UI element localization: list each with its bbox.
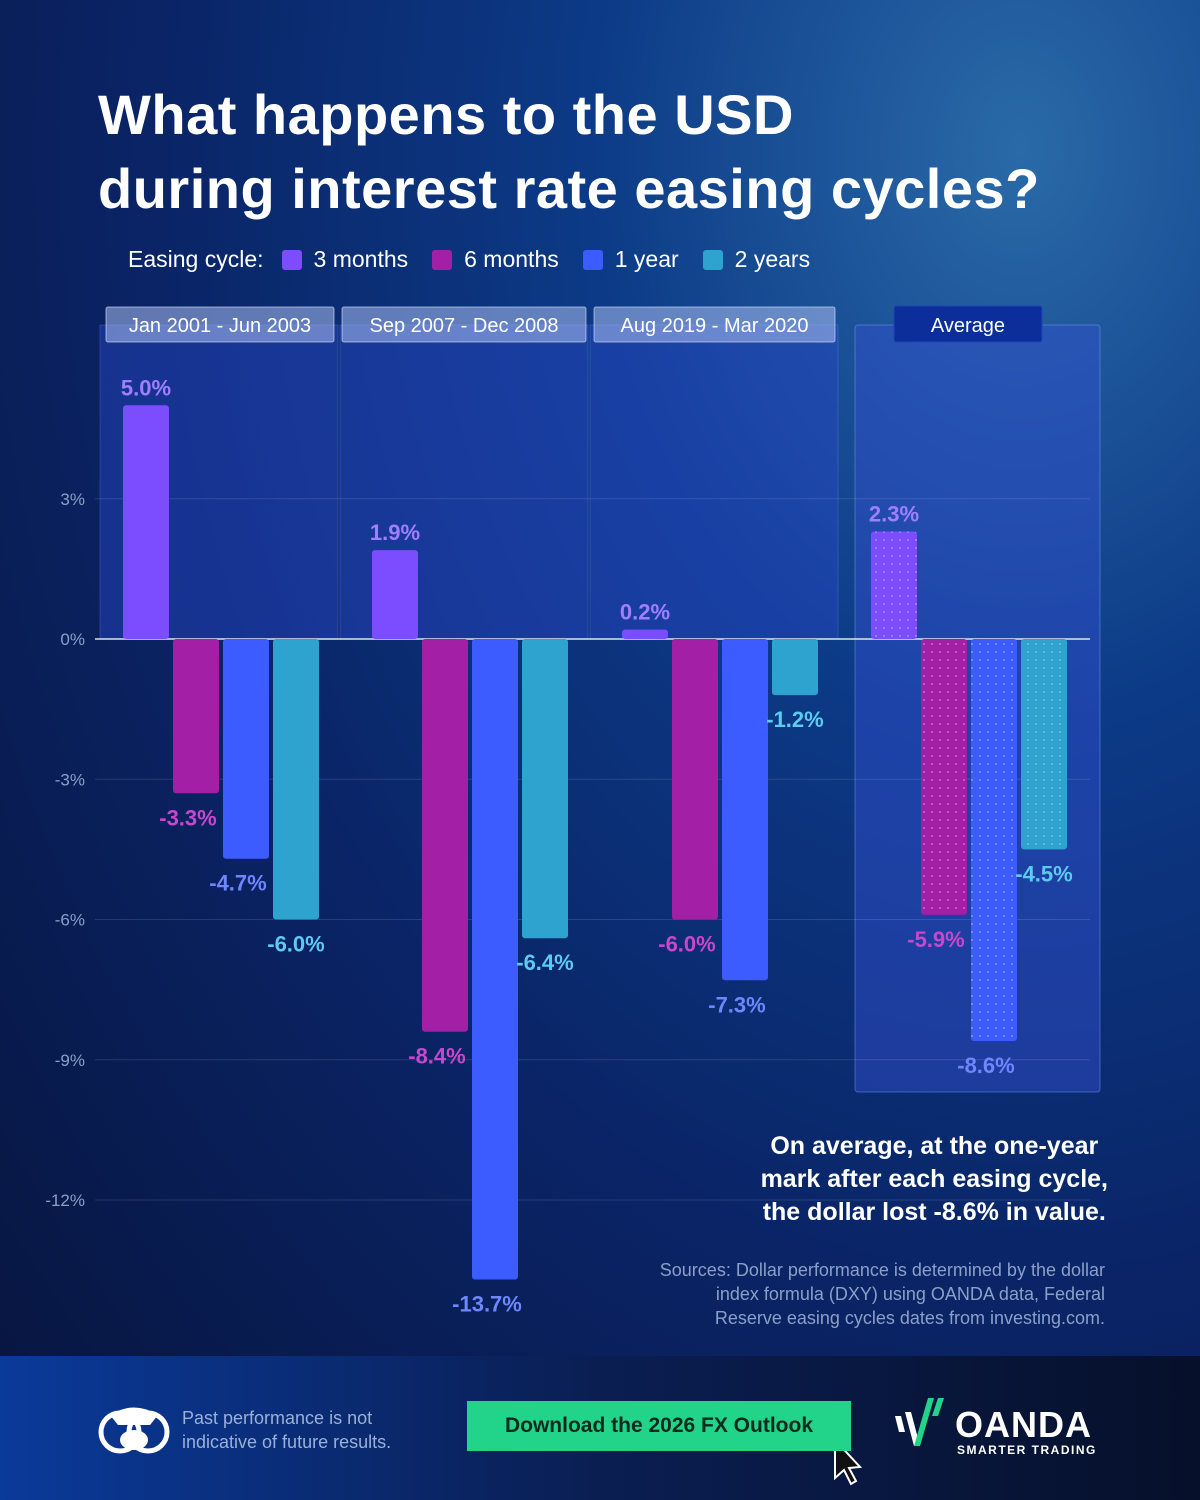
bar-texture — [871, 531, 917, 639]
category-label: Jan 2001 - Jun 2003 — [129, 315, 311, 337]
bar-3-months — [372, 550, 418, 639]
bar-2-years — [273, 639, 319, 920]
y-tick-label: 0% — [60, 630, 85, 649]
data-label: -6.0% — [658, 932, 715, 957]
legend-item: 6 months — [432, 246, 559, 273]
category-label: Sep 2007 - Dec 2008 — [369, 315, 558, 337]
category-tab — [341, 306, 587, 343]
data-label: -7.3% — [708, 992, 765, 1017]
data-label: 1.9% — [370, 520, 420, 545]
bar-2-years — [522, 639, 568, 939]
disclaimer: Past performance is not indicative of fu… — [182, 1408, 392, 1452]
group-panel — [589, 324, 839, 640]
bar-6-months — [672, 639, 718, 920]
category-label: Average — [931, 315, 1005, 337]
data-label: -6.4% — [516, 950, 573, 975]
legend-item: 1 year — [582, 246, 679, 273]
summary-note: On average, at the one-year mark after e… — [760, 1132, 1108, 1226]
data-label: -3.3% — [159, 805, 216, 830]
bar-6-months — [173, 639, 219, 794]
legend-item: 3 months — [281, 246, 408, 273]
data-label: -4.7% — [209, 871, 266, 896]
y-tick-label: 3% — [60, 490, 85, 509]
data-label: -13.7% — [452, 1291, 522, 1316]
bar-6-months — [422, 639, 468, 1032]
download-outlook-button[interactable]: Download the 2026 FX Outlook — [467, 1401, 851, 1451]
data-label: -1.2% — [766, 707, 823, 732]
y-tick-label: -9% — [55, 1051, 85, 1070]
bar-texture — [1021, 639, 1067, 850]
bar-1-year — [472, 639, 518, 1280]
data-label: -6.0% — [267, 932, 324, 957]
data-label: -4.5% — [1015, 861, 1072, 886]
y-tick-label: -3% — [55, 770, 85, 789]
data-label: 2.3% — [869, 501, 919, 526]
bar-2-years — [772, 639, 818, 696]
bar-chart: 3% 0% -3% -6% -9% -12% Jan 2001 - Jun 2003 Sep … — [45, 305, 1101, 1316]
legend-swatch — [281, 249, 302, 270]
category-tab — [893, 305, 1043, 343]
bar-1-year — [722, 639, 768, 981]
bar-3-months — [622, 629, 668, 639]
legend-swatch — [582, 249, 603, 270]
data-label: -8.6% — [957, 1053, 1014, 1078]
data-label: -5.9% — [907, 927, 964, 952]
bar-texture — [971, 639, 1017, 1042]
bar-1-year — [223, 639, 269, 859]
legend-item: 2 years — [702, 246, 810, 273]
bar-texture — [921, 639, 967, 915]
data-label: 5.0% — [121, 375, 171, 400]
category-tab — [105, 306, 335, 343]
category-label: Aug 2019 - Mar 2020 — [621, 315, 809, 337]
legend-swatch — [432, 249, 453, 270]
legend-title: Easing cycle: — [128, 246, 264, 272]
y-tick-label: -12% — [45, 1191, 85, 1210]
category-tab — [593, 306, 836, 343]
bar-3-months — [123, 405, 169, 639]
data-label: 0.2% — [620, 600, 670, 625]
legend-swatch — [702, 249, 723, 270]
sources-text: Sources: Dollar performance is determine… — [659, 1260, 1105, 1328]
page-title: What happens to the USD during interest … — [98, 83, 1040, 220]
brand-tagline: SMARTER TRADING — [957, 1443, 1097, 1457]
legend: Easing cycle: 3 months 6 months 1 year 2… — [128, 246, 834, 273]
brand-name: OANDA — [955, 1404, 1092, 1445]
y-tick-label: -6% — [55, 911, 85, 930]
data-label: -8.4% — [408, 1044, 465, 1069]
